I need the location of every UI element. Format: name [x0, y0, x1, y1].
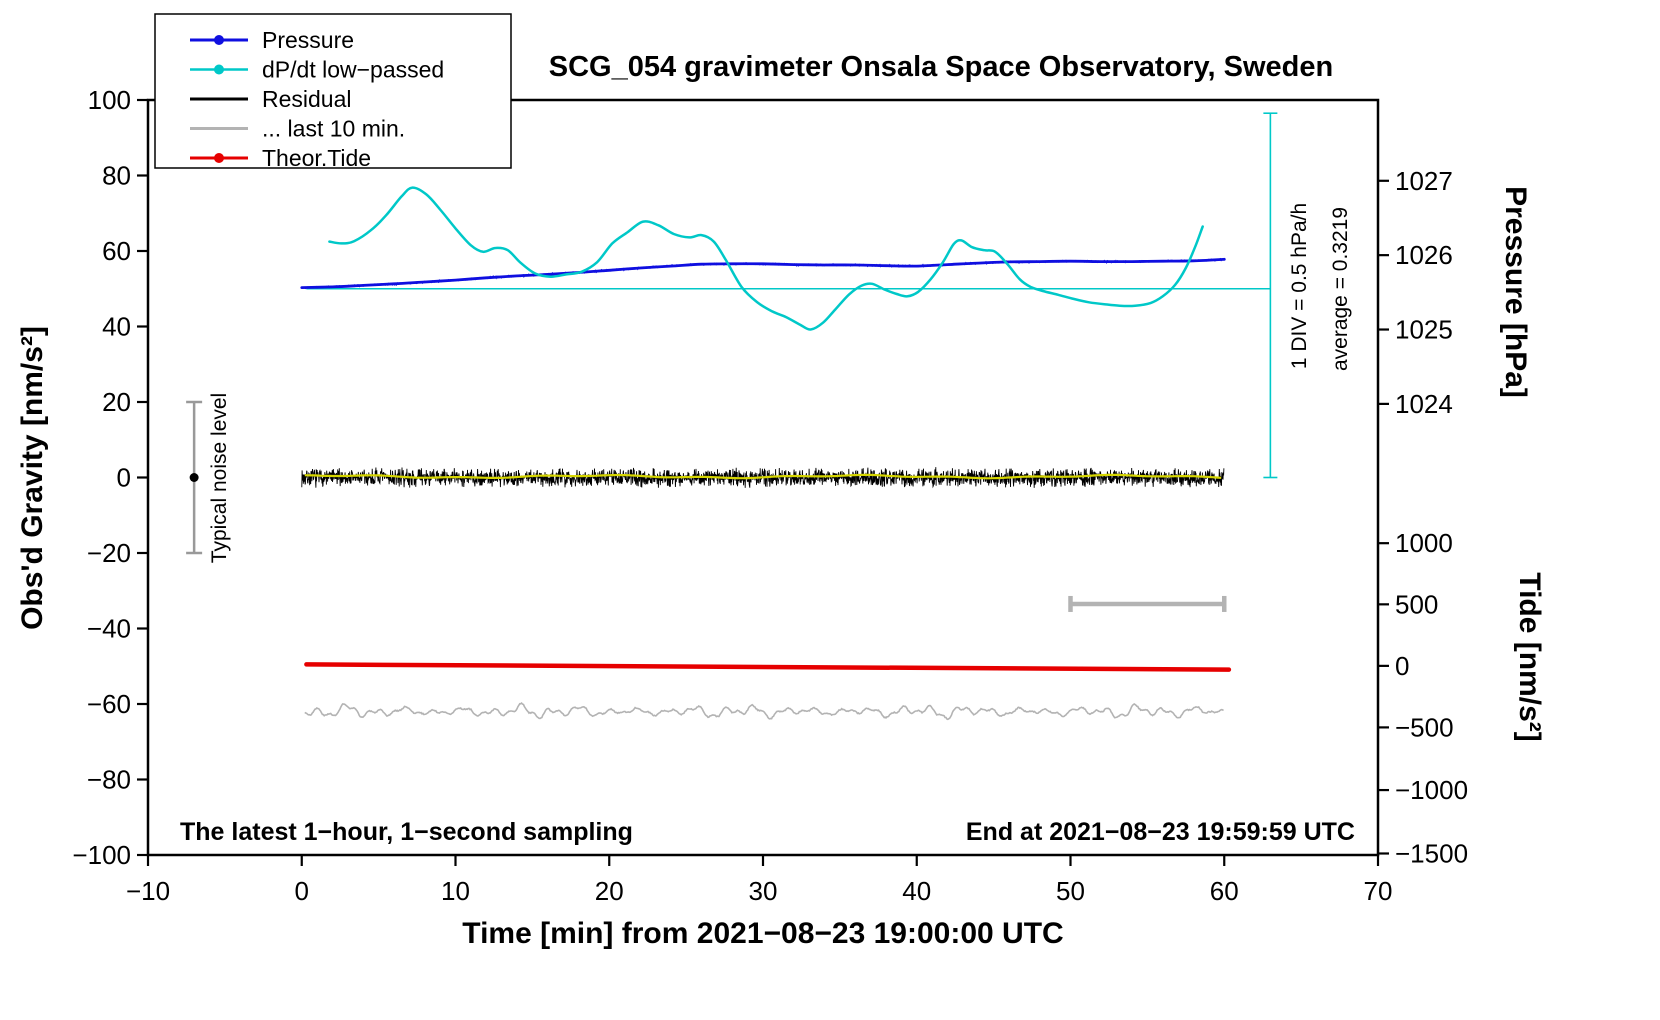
y-left-tick-label: −80 — [87, 765, 131, 795]
series-residual-trend-yellow — [304, 473, 1222, 480]
legend-item-label: dP/dt low−passed — [262, 57, 444, 83]
sampling-note: The latest 1−hour, 1−second sampling — [180, 818, 633, 846]
legend-sample-dot — [214, 153, 224, 163]
x-tick-label: 60 — [1210, 876, 1239, 906]
typical-noise-level-label: Typical noise level — [208, 393, 231, 563]
y-left-tick-label: −100 — [72, 840, 131, 870]
tide-tick-label: −1500 — [1395, 838, 1468, 868]
y-left-tick-label: −40 — [87, 614, 131, 644]
div-scale-label: 1 DIV = 0.5 hPa/h — [1288, 203, 1311, 369]
y-left-tick-label: −20 — [87, 538, 131, 568]
x-axis-label: Time [min] from 2021−08−23 19:00:00 UTC — [462, 917, 1063, 950]
tide-tick-label: 500 — [1395, 589, 1438, 619]
legend-item-label: ... last 10 min. — [262, 116, 405, 142]
series-last-10-min — [304, 702, 1224, 721]
legend-sample-dot — [214, 35, 224, 45]
y-left-tick-label: 20 — [102, 387, 131, 417]
x-tick-label: 40 — [902, 876, 931, 906]
legend-item-label: Pressure — [262, 27, 354, 53]
x-tick-label: 30 — [749, 876, 778, 906]
x-tick-label: −10 — [126, 876, 170, 906]
y-right-tide-axis-label: Tide [nm/s²] — [1513, 572, 1546, 741]
y-left-tick-label: 0 — [117, 463, 131, 493]
y-left-axis-label: Obs'd Gravity [nm/s²] — [16, 326, 49, 630]
y-left-tick-label: 80 — [102, 161, 131, 191]
noise-level-dot — [189, 473, 199, 482]
series-pressure — [300, 257, 1226, 289]
legend-item-label: Theor.Tide — [262, 145, 371, 171]
pressure-tick-label: 1026 — [1395, 240, 1453, 270]
x-tick-label: 10 — [441, 876, 470, 906]
tide-tick-label: −1000 — [1395, 775, 1468, 805]
chart-title: SCG_054 gravimeter Onsala Space Observat… — [549, 51, 1333, 83]
tide-tick-label: −500 — [1395, 712, 1454, 742]
y-left-tick-label: 100 — [88, 85, 131, 115]
tide-tick-label: 1000 — [1395, 528, 1453, 558]
y-right-pressure-axis-label: Pressure [hPa] — [1499, 186, 1532, 398]
y-left-tick-label: 60 — [102, 236, 131, 266]
x-tick-label: 70 — [1364, 876, 1393, 906]
pressure-tick-label: 1024 — [1395, 389, 1453, 419]
series-theor-tide — [304, 662, 1232, 672]
y-left-tick-label: −60 — [87, 689, 131, 719]
series-dp-dt-low-passed — [328, 186, 1204, 331]
y-left-tick-label: 40 — [102, 312, 131, 342]
pressure-tick-label: 1027 — [1395, 166, 1453, 196]
end-time-note: End at 2021−08−23 19:59:59 UTC — [966, 818, 1355, 846]
pressure-tick-label: 1025 — [1395, 315, 1453, 345]
x-tick-label: 0 — [295, 876, 309, 906]
plot-content: −10 0 10 20 30 40 50 60 70−100−80−60−40−20020406… — [72, 13, 1468, 906]
legend-item-label: Residual — [262, 86, 352, 112]
x-tick-label: 20 — [595, 876, 624, 906]
tide-tick-label: 0 — [1395, 651, 1409, 681]
average-label: average = 0.3219 — [1329, 207, 1352, 371]
legend-sample-dot — [214, 64, 224, 75]
x-tick-label: 50 — [1056, 876, 1085, 906]
